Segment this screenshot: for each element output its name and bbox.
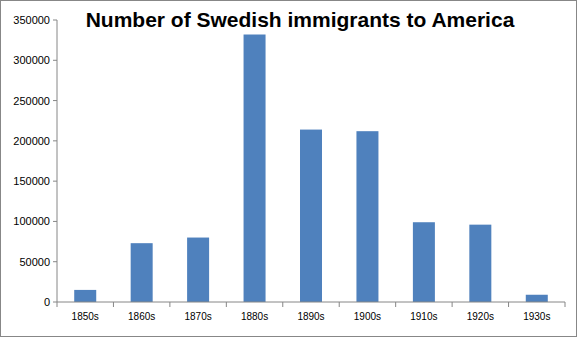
- x-tick-label: 1890s: [297, 311, 324, 322]
- bar: [526, 295, 548, 302]
- x-category-separator: [226, 302, 227, 307]
- y-tick: [53, 302, 57, 303]
- x-tick-label: 1860s: [128, 311, 155, 322]
- y-tick-label: 200000: [13, 135, 50, 147]
- bar: [131, 243, 153, 302]
- chart-border: [1, 1, 577, 337]
- x-category-separator: [113, 302, 114, 307]
- bar: [74, 290, 96, 302]
- bar: [356, 131, 378, 302]
- y-tick: [53, 140, 57, 141]
- bar: [413, 222, 435, 302]
- x-tick-label: 1850s: [72, 311, 99, 322]
- y-tick-label: 150000: [13, 175, 50, 187]
- x-category-separator: [169, 302, 170, 307]
- bar: [244, 35, 266, 302]
- bar: [187, 238, 209, 302]
- x-tick-label: 1930s: [523, 311, 550, 322]
- y-tick: [53, 60, 57, 61]
- chart-svg: Number of Swedish immigrants to America 0…: [0, 0, 577, 337]
- x-tick-label: 1920s: [467, 311, 494, 322]
- y-tick: [53, 20, 57, 21]
- x-category-separator: [395, 302, 396, 307]
- x-category-separator: [508, 302, 509, 307]
- x-tick-label: 1900s: [354, 311, 381, 322]
- y-tick: [53, 221, 57, 222]
- x-axis: [57, 302, 565, 303]
- y-tick: [53, 261, 57, 262]
- x-tick-label: 1870s: [184, 311, 211, 322]
- y-tick-label: 50000: [19, 256, 50, 268]
- bar: [300, 130, 322, 302]
- x-tick-label: 1880s: [241, 311, 268, 322]
- y-tick-label: 350000: [13, 14, 50, 26]
- x-category-separator: [57, 302, 58, 307]
- y-tick-label: 250000: [13, 95, 50, 107]
- x-category-separator: [339, 302, 340, 307]
- x-tick-label: 1910s: [410, 311, 437, 322]
- bars: [74, 35, 548, 302]
- y-tick-label: 100000: [13, 215, 50, 227]
- y-axis: [57, 20, 58, 302]
- chart-title: Number of Swedish immigrants to America: [86, 8, 515, 31]
- chart-container: Number of Swedish immigrants to America 0…: [0, 0, 577, 337]
- x-category-separator: [452, 302, 453, 307]
- y-tick-label: 300000: [13, 54, 50, 66]
- y-tick: [53, 181, 57, 182]
- bar: [469, 225, 491, 302]
- x-category-separator: [565, 302, 566, 307]
- y-tick: [53, 100, 57, 101]
- x-category-separator: [282, 302, 283, 307]
- y-tick-label: 0: [44, 296, 50, 308]
